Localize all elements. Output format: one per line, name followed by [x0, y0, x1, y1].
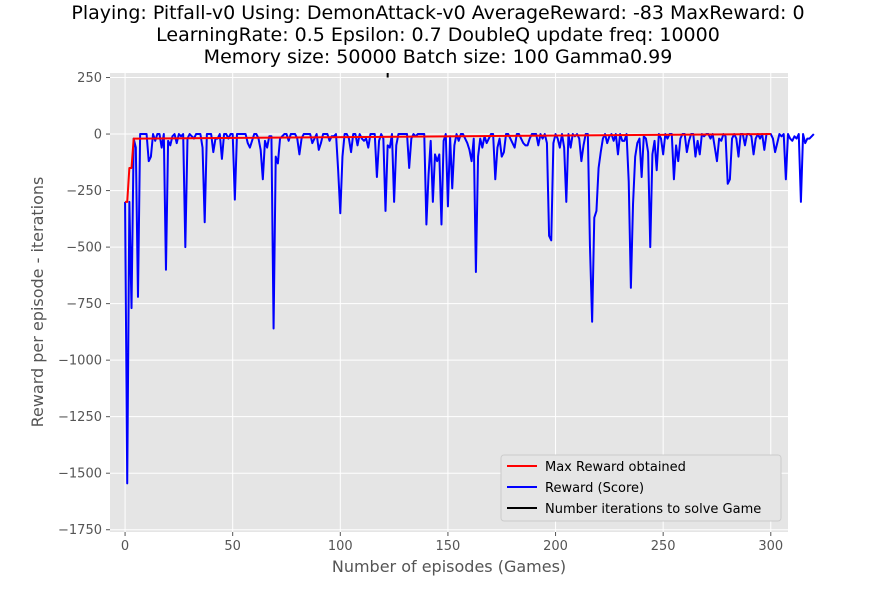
x-axis-label: Number of episodes (Games) [332, 557, 566, 576]
chart-title-line-3: Memory size: 50000 Batch size: 100 Gamma… [203, 46, 673, 68]
legend-label-reward: Reward (Score) [545, 481, 644, 496]
y-tick-label: −250 [66, 184, 102, 199]
y-tick-label: −1250 [58, 410, 102, 425]
x-tick-label: 100 [328, 539, 353, 554]
y-tick-label: −750 [66, 297, 102, 312]
y-tick-label: 250 [77, 71, 102, 86]
x-tick-label: 50 [224, 539, 241, 554]
x-tick-label: 250 [651, 539, 676, 554]
tick-labels: 0 50 100 150 200 250 300 250 0 −250 −500 −750 −1000 −… [58, 71, 783, 554]
series-layer [124, 73, 815, 485]
y-tick-label: −1000 [58, 354, 102, 369]
chart-title-line-2: LearningRate: 0.5 Epsilon: 0.7 DoubleQ u… [156, 24, 720, 46]
y-tick-label: −1750 [58, 523, 102, 538]
legend-box [500, 454, 782, 522]
y-tick-label: −1500 [58, 467, 102, 482]
y-tick-label: 0 [94, 128, 102, 143]
chart-title-line-1: Playing: Pitfall-v0 Using: DemonAttack-v… [71, 2, 805, 24]
x-tick-label: 300 [758, 539, 783, 554]
legend-label-max-reward: Max Reward obtained [545, 460, 686, 475]
series-line-reward [124, 133, 815, 485]
y-tick-label: −500 [66, 241, 102, 256]
legend: Max Reward obtained Reward (Score) Numbe… [500, 454, 782, 522]
series-line-max-reward [125, 133, 771, 203]
legend-label-iterations: Number iterations to solve Game [545, 502, 761, 517]
x-tick-label: 0 [121, 539, 129, 554]
x-tick-label: 150 [436, 539, 461, 554]
y-axis-label: Reward per episode - iterations [28, 177, 47, 428]
x-tick-label: 200 [543, 539, 568, 554]
